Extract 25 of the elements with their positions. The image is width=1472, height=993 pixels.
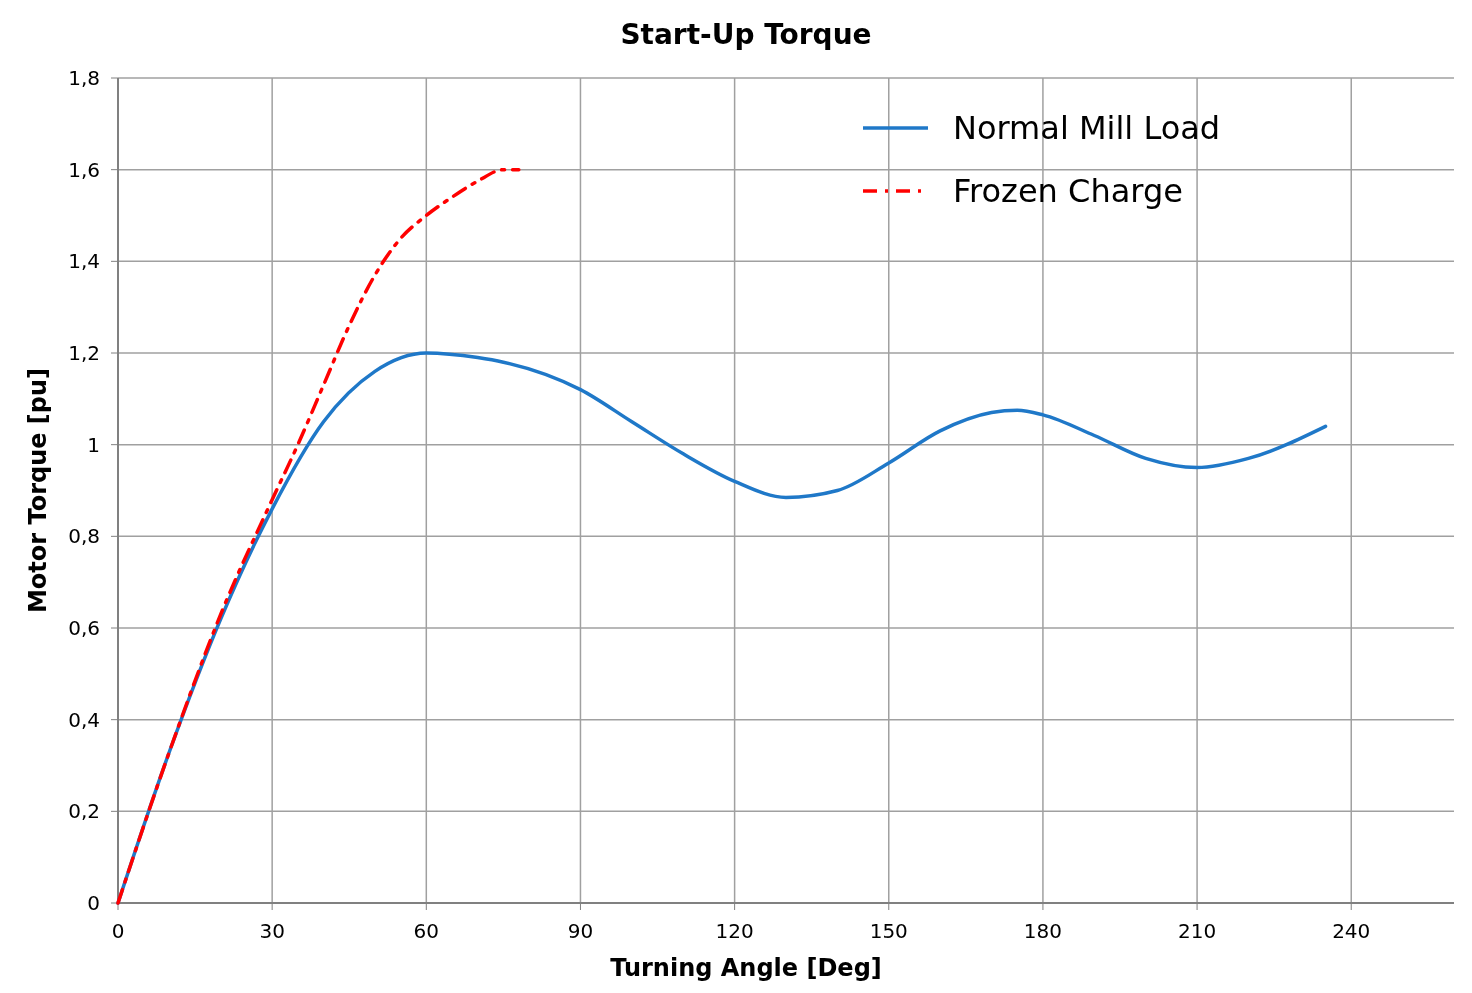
legend-label: Normal Mill Load (953, 109, 1221, 148)
x-axis-title: Turning Angle [Deg] (610, 954, 882, 982)
x-tick-label: 120 (715, 919, 754, 943)
y-tick-label: 1 (87, 432, 100, 457)
y-tick-label: 1,8 (68, 66, 100, 90)
x-tick-label: 240 (1332, 919, 1371, 943)
x-tick-label: 30 (259, 919, 285, 943)
y-tick-label: 0,8 (68, 524, 100, 549)
y-tick-label: 1,4 (68, 249, 100, 274)
x-tick-label: 150 (869, 919, 908, 943)
y-tick-label: 0,4 (68, 707, 100, 732)
y-tick-label: 0,2 (68, 799, 100, 824)
y-tick-label: 0 (87, 891, 100, 915)
legend-label: Frozen Charge (953, 172, 1183, 211)
x-tick-label: 210 (1177, 919, 1217, 943)
x-tick-label: 0 (111, 919, 125, 943)
line-series (116, 167, 521, 905)
y-tick-label: 1,6 (68, 157, 100, 182)
x-tick-label: 60 (413, 919, 440, 943)
y-axis-title: Motor Torque [pu] (24, 367, 52, 614)
x-tick-label: 180 (1023, 919, 1063, 943)
chart-title: Start-Up Torque (620, 18, 872, 51)
y-tick-label: 0,6 (68, 616, 100, 640)
x-tick-label: 90 (567, 919, 594, 943)
y-tick-label: 1,2 (68, 341, 100, 365)
